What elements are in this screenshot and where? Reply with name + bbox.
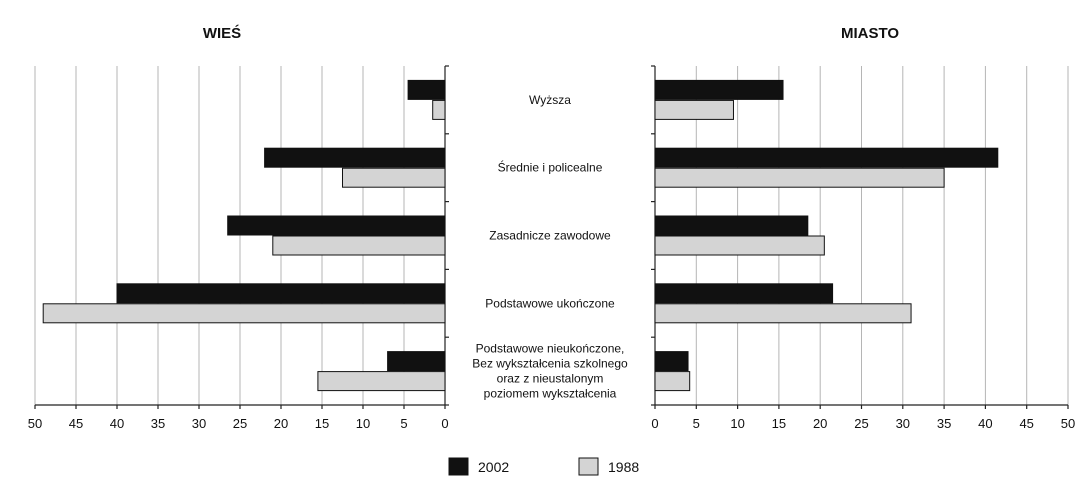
bar-1988 <box>654 99 734 120</box>
legend-swatch-1988 <box>578 457 599 476</box>
category-label: Zasadnicze zawodowe <box>489 229 611 243</box>
category-label: Wyższa <box>529 93 571 107</box>
bar-1988 <box>317 371 446 392</box>
bar-1988 <box>654 167 945 188</box>
panel-miasto: MIASTO 0 5 10 15 20 25 30 35 40 45 50 <box>651 25 1075 431</box>
x-tick-label: 15 <box>772 416 786 431</box>
category-labels: Wyższa Średnie i policealne Zasadnicze zaw… <box>472 93 628 401</box>
legend-label: 1988 <box>608 459 639 475</box>
bar-1988 <box>654 371 691 392</box>
category-label: Bez wykształcenia szkolnego <box>472 357 628 371</box>
bar-1988 <box>432 99 446 120</box>
x-tick-label: 15 <box>315 416 329 431</box>
x-tick-label: 40 <box>978 416 992 431</box>
x-tick-label: 45 <box>1019 416 1033 431</box>
bar-1988 <box>654 235 825 256</box>
x-tick-label: 20 <box>274 416 288 431</box>
bar-1988 <box>342 167 446 188</box>
category-label: Podstawowe nieukończone, <box>476 342 625 356</box>
bar-2002 <box>407 79 446 100</box>
bar-2002 <box>654 79 784 100</box>
x-tick-label: 35 <box>151 416 165 431</box>
panel-title: WIEŚ <box>203 24 241 42</box>
x-tick-label: 45 <box>69 416 83 431</box>
x-tick-label: 0 <box>441 416 448 431</box>
panel-wies: WIEŚ 0 5 10 15 20 25 30 35 40 45 50 <box>28 24 449 431</box>
bar-2002 <box>387 351 446 372</box>
x-tick-label: 10 <box>730 416 744 431</box>
x-tick-label: 50 <box>28 416 42 431</box>
x-tick-label: 40 <box>110 416 124 431</box>
category-label: Średnie i policealne <box>498 160 603 175</box>
x-tick-label: 30 <box>896 416 910 431</box>
category-label: Podstawowe ukończone <box>485 296 615 310</box>
bar-2002 <box>654 215 809 236</box>
category-label: oraz z nieustalonym <box>497 372 604 386</box>
x-tick-label: 30 <box>192 416 206 431</box>
x-tick-label: 20 <box>813 416 827 431</box>
bar-1988 <box>654 303 912 324</box>
bar-1988 <box>42 303 446 324</box>
x-tick-label: 50 <box>1061 416 1075 431</box>
bar-2002 <box>654 147 999 168</box>
x-tick-label: 25 <box>854 416 868 431</box>
bar-2002 <box>264 147 446 168</box>
legend: 2002 1988 <box>448 457 639 476</box>
x-tick-label: 25 <box>233 416 247 431</box>
panel-title: MIASTO <box>841 25 899 42</box>
legend-swatch-2002 <box>448 457 469 476</box>
bar-2002 <box>227 215 446 236</box>
bar-2002 <box>654 283 834 304</box>
category-label: poziomem wykształcenia <box>484 387 617 401</box>
x-tick-label: 0 <box>651 416 658 431</box>
bar-2002 <box>116 283 446 304</box>
x-tick-label: 35 <box>937 416 951 431</box>
bar-1988 <box>272 235 446 256</box>
legend-label: 2002 <box>478 459 509 475</box>
x-tick-label: 10 <box>356 416 370 431</box>
x-tick-label: 5 <box>693 416 700 431</box>
bar-2002 <box>654 351 689 372</box>
x-tick-label: 5 <box>400 416 407 431</box>
